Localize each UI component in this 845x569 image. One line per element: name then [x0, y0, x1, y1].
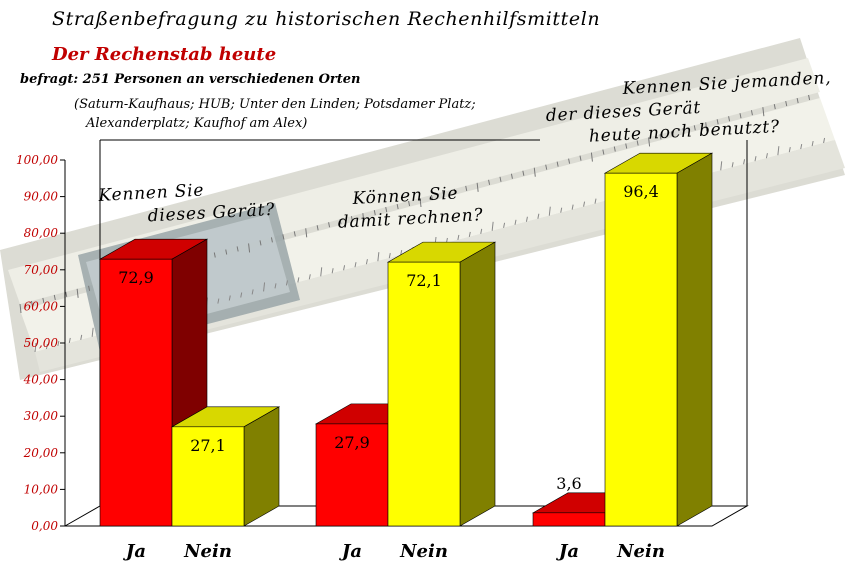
data-label: 72,1 [406, 271, 442, 290]
y-tick-label: 0,00 [31, 519, 58, 533]
x-category-label: Nein [183, 541, 232, 562]
y-tick-label: 10,00 [24, 482, 59, 496]
y-tick-label: 90,00 [24, 190, 59, 204]
y-tick-label: 70,00 [24, 263, 59, 277]
bar-2-nein [386, 241, 497, 527]
x-category-label: Ja [556, 541, 579, 562]
x-category-label: Ja [123, 541, 146, 562]
data-label: 27,1 [190, 436, 226, 455]
chart-title: Straßenbefragung zu historischen Rechenh… [52, 8, 601, 30]
y-tick-label: 30,00 [24, 409, 59, 423]
data-label: 27,9 [334, 433, 370, 452]
y-tick-label: 100,00 [16, 153, 58, 167]
question-3: Kennen Sie jemanden, der dieses Gerät he… [545, 67, 834, 147]
y-tick-label: 50,00 [24, 336, 59, 350]
bar-1-nein [170, 406, 281, 527]
x-category-label: Ja [339, 541, 362, 562]
y-tick-label: 60,00 [24, 299, 59, 313]
data-label: 96,4 [623, 182, 659, 201]
survey-info: befragt: 251 Personen an verschiedenen O… [20, 72, 361, 87]
y-tick-label: 20,00 [23, 446, 59, 460]
y-tick-label: 80,00 [24, 226, 59, 240]
data-label: 3,6 [556, 474, 581, 493]
survey-locations-line1: (Saturn-Kaufhaus; HUB; Unter den Linden;… [74, 97, 476, 112]
y-tick-label: 40,00 [23, 373, 59, 387]
question-1: Kennen Sie dieses Gerät? [98, 176, 276, 231]
x-category-label: Nein [399, 541, 448, 562]
question-2: Können Sie damit rechnen? [337, 181, 484, 234]
chart-subtitle: Der Rechenstab heute [52, 44, 277, 65]
data-label: 72,9 [118, 268, 154, 287]
x-category-label: Nein [616, 541, 665, 562]
survey-locations-line2: Alexanderplatz; Kaufhof am Alex) [86, 116, 308, 131]
bar-3-nein [603, 152, 714, 527]
